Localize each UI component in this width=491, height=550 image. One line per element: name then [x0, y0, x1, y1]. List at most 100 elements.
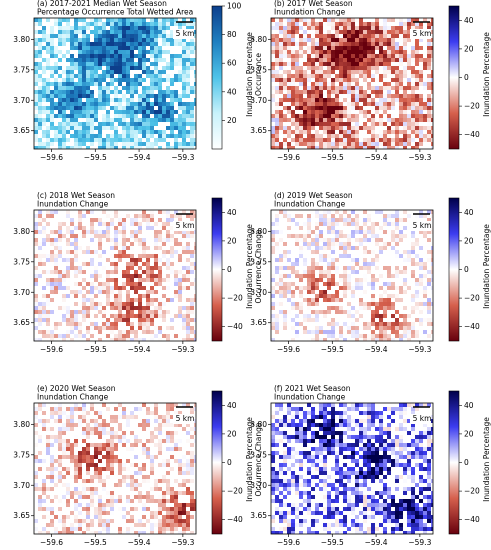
y-tick-label: 3.80 [13, 35, 30, 44]
axes-frame [270, 17, 434, 150]
axes-frame [33, 402, 197, 535]
colorbar-tick-label: −20 [227, 294, 243, 303]
colorbar-tick-label: 40 [464, 401, 474, 410]
scale-bar-box [173, 414, 194, 424]
colorbar-tick-label: 0 [227, 458, 232, 467]
x-tick-label: −59.4 [128, 153, 151, 162]
colorbar-tick-label: −40 [464, 322, 480, 331]
y-tick-label: 3.75 [250, 450, 267, 459]
colorbar-tick-label: 0 [227, 265, 232, 274]
panel-title: Inundation Change [274, 200, 346, 209]
y-tick-label: 3.80 [250, 420, 267, 429]
panel-title: Inundation Change [37, 393, 109, 402]
y-tick-label: 3.75 [13, 65, 30, 74]
colorbar-tick-label: −20 [464, 102, 480, 111]
y-tick-label: 3.70 [13, 96, 30, 105]
panel-title: (d) 2019 Wet Season [274, 191, 353, 200]
scale-bar-label: 5 km [176, 29, 195, 38]
colorbar-tick-label: −40 [464, 515, 480, 524]
axes-frame [33, 209, 197, 342]
colorbar-tick-label: 40 [227, 208, 237, 217]
scale-bar-label: 5 km [176, 414, 195, 423]
y-tick-label: 3.70 [13, 288, 30, 297]
x-tick-label: −59.4 [128, 538, 151, 547]
colorbar-tick-label: 0 [464, 73, 469, 82]
x-tick-label: −59.4 [365, 538, 388, 547]
colorbar [448, 390, 460, 535]
colorbar-tick-label: −40 [464, 130, 480, 139]
y-tick-label: 3.65 [13, 126, 30, 135]
colorbar-tick-label: 40 [464, 208, 474, 217]
colorbar-tick-label: 40 [464, 16, 474, 25]
panel-title: (c) 2018 Wet Season [37, 191, 115, 200]
panel-title: Inundation Change [37, 200, 109, 209]
scale-bar-box [410, 221, 431, 231]
colorbar-tick-label: 40 [227, 87, 237, 96]
y-tick-label: 3.65 [13, 511, 30, 520]
scale-bar-box [410, 414, 431, 424]
x-tick-label: −59.4 [128, 345, 151, 354]
colorbar-tick-label: 20 [464, 236, 474, 245]
map-image [34, 210, 196, 341]
x-tick-label: −59.5 [321, 345, 344, 354]
colorbar-label-line: Inundation Percentage [482, 417, 491, 502]
x-tick-label: −59.6 [277, 345, 300, 354]
colorbar-label-line: Occurrence [254, 53, 263, 96]
panel-title: Inundation Change [274, 393, 346, 402]
x-tick-label: −59.3 [171, 345, 194, 354]
scale-bar-label: 5 km [176, 221, 195, 230]
x-tick-label: −59.3 [408, 538, 431, 547]
y-tick-label: 3.70 [250, 288, 267, 297]
colorbar-label: Inundation Percentage Occurrence [245, 32, 263, 117]
x-tick-label: −59.6 [40, 538, 63, 547]
panel-title: Percentage Occurrence Total Wetted Area [37, 8, 193, 17]
y-tick-label: 3.65 [250, 318, 267, 327]
x-tick-label: −59.5 [84, 345, 107, 354]
x-tick-label: −59.6 [40, 345, 63, 354]
axes-frame [33, 17, 197, 150]
x-tick-label: −59.3 [408, 153, 431, 162]
colorbar-tick-label: −40 [227, 515, 243, 524]
colorbar-label-line: Occurrence Change [254, 422, 263, 496]
colorbar-label-line: Occurrence Change [254, 229, 263, 303]
y-tick-label: 3.75 [250, 257, 267, 266]
colorbar [211, 390, 223, 535]
y-tick-label: 3.80 [250, 227, 267, 236]
map-image [34, 18, 196, 149]
y-tick-label: 3.70 [13, 481, 30, 490]
colorbar-tick-label: 100 [227, 2, 242, 11]
panel-title: (e) 2020 Wet Season [37, 384, 116, 393]
colorbar [448, 5, 460, 150]
y-tick-label: 3.80 [13, 227, 30, 236]
scale-bar-box [173, 29, 194, 39]
y-tick-label: 3.65 [250, 511, 267, 520]
colorbar-label-line: Inundation Percentage [482, 224, 491, 309]
colorbar-label-line: Inundation Percentage [245, 32, 254, 117]
colorbar-tick-label: 20 [464, 429, 474, 438]
colorbar-tick-label: −20 [227, 487, 243, 496]
scale-bar-label: 5 km [413, 414, 432, 423]
map-image [271, 403, 433, 534]
colorbar-tick-label: −20 [464, 487, 480, 496]
x-tick-label: −59.4 [365, 345, 388, 354]
colorbar-tick-label: 0 [464, 265, 469, 274]
x-tick-label: −59.5 [84, 538, 107, 547]
x-tick-label: −59.3 [408, 345, 431, 354]
x-tick-label: −59.6 [277, 153, 300, 162]
y-tick-label: 3.65 [13, 318, 30, 327]
panel-title: Inundation Change [274, 8, 346, 17]
panel-a: (a) 2017-2021 Median Wet SeasonPercentag… [13, 0, 263, 162]
colorbar-tick-label: 20 [227, 236, 237, 245]
y-tick-label: 3.65 [250, 126, 267, 135]
